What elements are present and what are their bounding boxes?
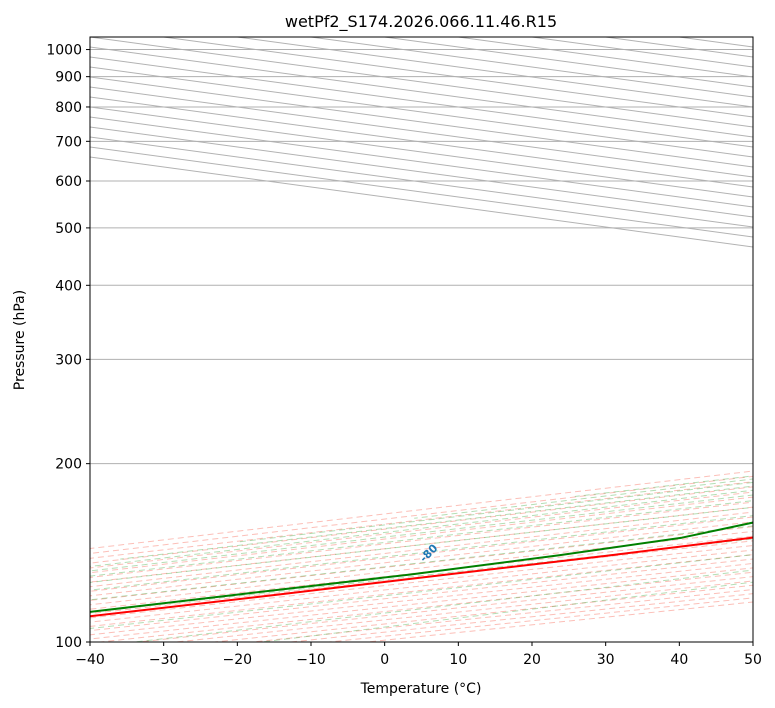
dry-adiabat-line (90, 475, 753, 554)
x-axis-label: Temperature (°C) (360, 681, 482, 697)
isotherm-line (90, 136, 753, 228)
dry-adiabat-line (90, 521, 753, 597)
x-tick-label: 0 (380, 652, 389, 668)
dry-adiabat-line (90, 506, 753, 583)
y-tick-label: 300 (55, 352, 82, 368)
x-tick-label: −30 (149, 652, 179, 668)
x-tick-label: 30 (597, 652, 615, 668)
y-tick-label: 400 (55, 278, 82, 294)
y-tick-label: 900 (55, 70, 82, 86)
isotherm-line (90, 116, 753, 208)
dry-adiabat-line (90, 535, 753, 610)
x-tick-label: −10 (296, 652, 326, 668)
x-tick-label: 20 (523, 652, 541, 668)
y-tick-label: 700 (55, 134, 82, 150)
x-tick-label: −20 (223, 652, 253, 668)
y-tick-label: 1000 (46, 43, 82, 59)
isotherm-line (90, 86, 753, 178)
x-tick-label: 40 (670, 652, 688, 668)
isotherm-line (90, 106, 753, 198)
y-tick-label: 100 (55, 635, 82, 651)
isotherm-line (90, 56, 753, 148)
isotherm-line (90, 66, 753, 158)
isotherm-line (90, 126, 753, 218)
x-tick-label: 10 (449, 652, 467, 668)
isotherm-line (90, 76, 753, 168)
y-tick-label: 800 (55, 100, 82, 116)
plot-frame (89, 36, 754, 643)
y-axis-label: Pressure (hPa) (12, 290, 28, 390)
dry-adiabat-line (90, 526, 753, 601)
isotherm-line (90, 96, 753, 188)
dry-adiabat-line (90, 481, 753, 559)
dry-adiabat-line (90, 496, 753, 574)
y-tick-label: 600 (55, 174, 82, 190)
y-tick-label: 200 (55, 457, 82, 473)
chart-title: wetPf2_S174.2026.066.11.46.R15 (285, 12, 557, 32)
y-tick-label: 500 (55, 221, 82, 237)
dry-adiabat-line (90, 470, 753, 550)
x-tick-label: 50 (744, 652, 762, 668)
dry-adiabat-line (90, 501, 753, 578)
x-tick-label: −40 (75, 652, 105, 668)
